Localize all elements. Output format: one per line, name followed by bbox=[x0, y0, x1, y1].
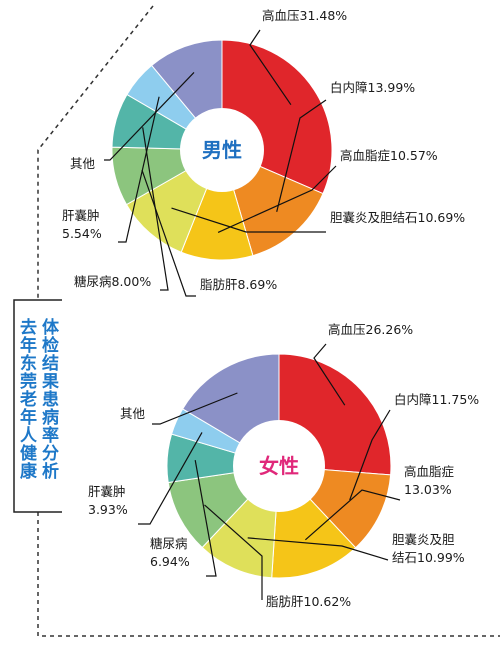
label-gallstones-line: 胆囊炎及胆结石10.69% bbox=[330, 210, 465, 225]
label-hydrocele-line: 5.54% bbox=[62, 226, 102, 241]
label-diabetes-line: 糖尿病 bbox=[150, 536, 188, 551]
leader-line-other bbox=[104, 71, 195, 161]
label-hyperlipidemia: 高血脂症 13.03% bbox=[404, 464, 454, 497]
female-pie-chart: 高血压26.26% 白内障11.75% 高血脂症 13.03% 胆囊炎及胆结石10.99… bbox=[88, 322, 479, 609]
side-title-bracket-right bbox=[38, 299, 62, 513]
label-gallstones-line: 胆囊炎及胆 bbox=[392, 532, 455, 547]
male-pie-chart: 高血压31.48% 白内障13.99% 高血脂症10.57% 胆囊炎及胆结石10.69… bbox=[62, 8, 465, 297]
label-hyperlipidemia-line: 高血脂症 bbox=[404, 464, 454, 479]
side-title: 体检结果患病率分析 去年东莞老年人健康 bbox=[13, 299, 62, 513]
label-fatty_liver: 脂肪肝8.69% bbox=[200, 277, 277, 292]
label-hydrocele-line: 3.93% bbox=[88, 502, 128, 517]
label-diabetes-line: 6.94% bbox=[150, 554, 190, 569]
leader-line-hypertension bbox=[313, 343, 346, 406]
label-fatty_liver: 脂肪肝10.62% bbox=[266, 594, 351, 609]
leader-line-gallstones bbox=[171, 207, 326, 233]
leader-line-hypertension bbox=[249, 29, 292, 106]
label-cataract-line: 白内障13.99% bbox=[330, 80, 415, 95]
label-cataract-line: 白内障11.75% bbox=[394, 392, 479, 407]
label-hydrocele-line: 肝囊肿 bbox=[62, 208, 100, 223]
leader-line-hydrocele bbox=[138, 432, 203, 525]
label-cataract: 白内障11.75% bbox=[394, 392, 479, 407]
label-hydrocele: 肝囊肿 5.54% bbox=[62, 208, 102, 241]
label-hypertension: 高血压31.48% bbox=[262, 8, 347, 23]
side-title-right-column: 体检结果患病率分析 bbox=[38, 317, 59, 480]
side-title-left-column: 去年东莞老年人健康 bbox=[16, 317, 38, 480]
label-hydrocele: 肝囊肿 3.93% bbox=[88, 484, 128, 517]
leader-line-fatty_liver bbox=[204, 504, 263, 600]
leader-line-cataract bbox=[276, 99, 327, 212]
label-fatty_liver-line: 脂肪肝10.62% bbox=[266, 594, 351, 609]
label-other: 其他 bbox=[70, 156, 96, 171]
label-diabetes-line: 糖尿病8.00% bbox=[74, 274, 151, 289]
center-label: 女性 bbox=[259, 454, 299, 478]
label-hyperlipidemia-line: 高血脂症10.57% bbox=[340, 148, 438, 163]
dashed-frame bbox=[37, 5, 500, 637]
leader-line-other bbox=[152, 392, 238, 425]
leader-line-diabetes bbox=[194, 459, 217, 577]
label-diabetes: 糖尿病8.00% bbox=[74, 274, 151, 289]
label-diabetes: 糖尿病 6.94% bbox=[150, 536, 190, 569]
label-hyperlipidemia: 高血脂症10.57% bbox=[340, 148, 438, 163]
label-gallstones: 胆囊炎及胆结石10.99% bbox=[392, 532, 465, 565]
label-other: 其他 bbox=[120, 406, 146, 421]
label-other-line: 其他 bbox=[70, 156, 96, 171]
leader-line-hyperlipidemia bbox=[217, 165, 337, 233]
leader-line-hydrocele bbox=[118, 96, 160, 243]
leader-line-cataract bbox=[349, 409, 391, 501]
label-hypertension-line: 高血压31.48% bbox=[262, 8, 347, 23]
label-hydrocele-line: 肝囊肿 bbox=[88, 484, 126, 499]
label-other-line: 其他 bbox=[120, 406, 146, 421]
leader-line-gallstones bbox=[247, 537, 389, 561]
label-hyperlipidemia-line: 13.03% bbox=[404, 482, 452, 497]
center-hole bbox=[180, 108, 264, 192]
slice-hyperlipidemia bbox=[180, 148, 254, 261]
center-hole bbox=[233, 420, 325, 512]
label-hypertension-line: 高血压26.26% bbox=[328, 322, 413, 337]
leader-line-diabetes bbox=[142, 127, 169, 291]
side-title-bracket-left bbox=[13, 299, 38, 513]
leader-line-fatty_liver bbox=[141, 169, 196, 297]
frame-top-left-line bbox=[37, 5, 154, 300]
label-gallstones: 胆囊炎及胆结石10.69% bbox=[330, 210, 465, 225]
label-cataract: 白内障13.99% bbox=[330, 80, 415, 95]
label-fatty_liver-line: 脂肪肝8.69% bbox=[200, 277, 277, 292]
center-label: 男性 bbox=[202, 138, 242, 162]
label-hypertension: 高血压26.26% bbox=[328, 322, 413, 337]
leader-line-hyperlipidemia bbox=[305, 489, 401, 541]
label-gallstones-line: 结石10.99% bbox=[392, 550, 465, 565]
frame-bottom-line bbox=[37, 512, 500, 637]
